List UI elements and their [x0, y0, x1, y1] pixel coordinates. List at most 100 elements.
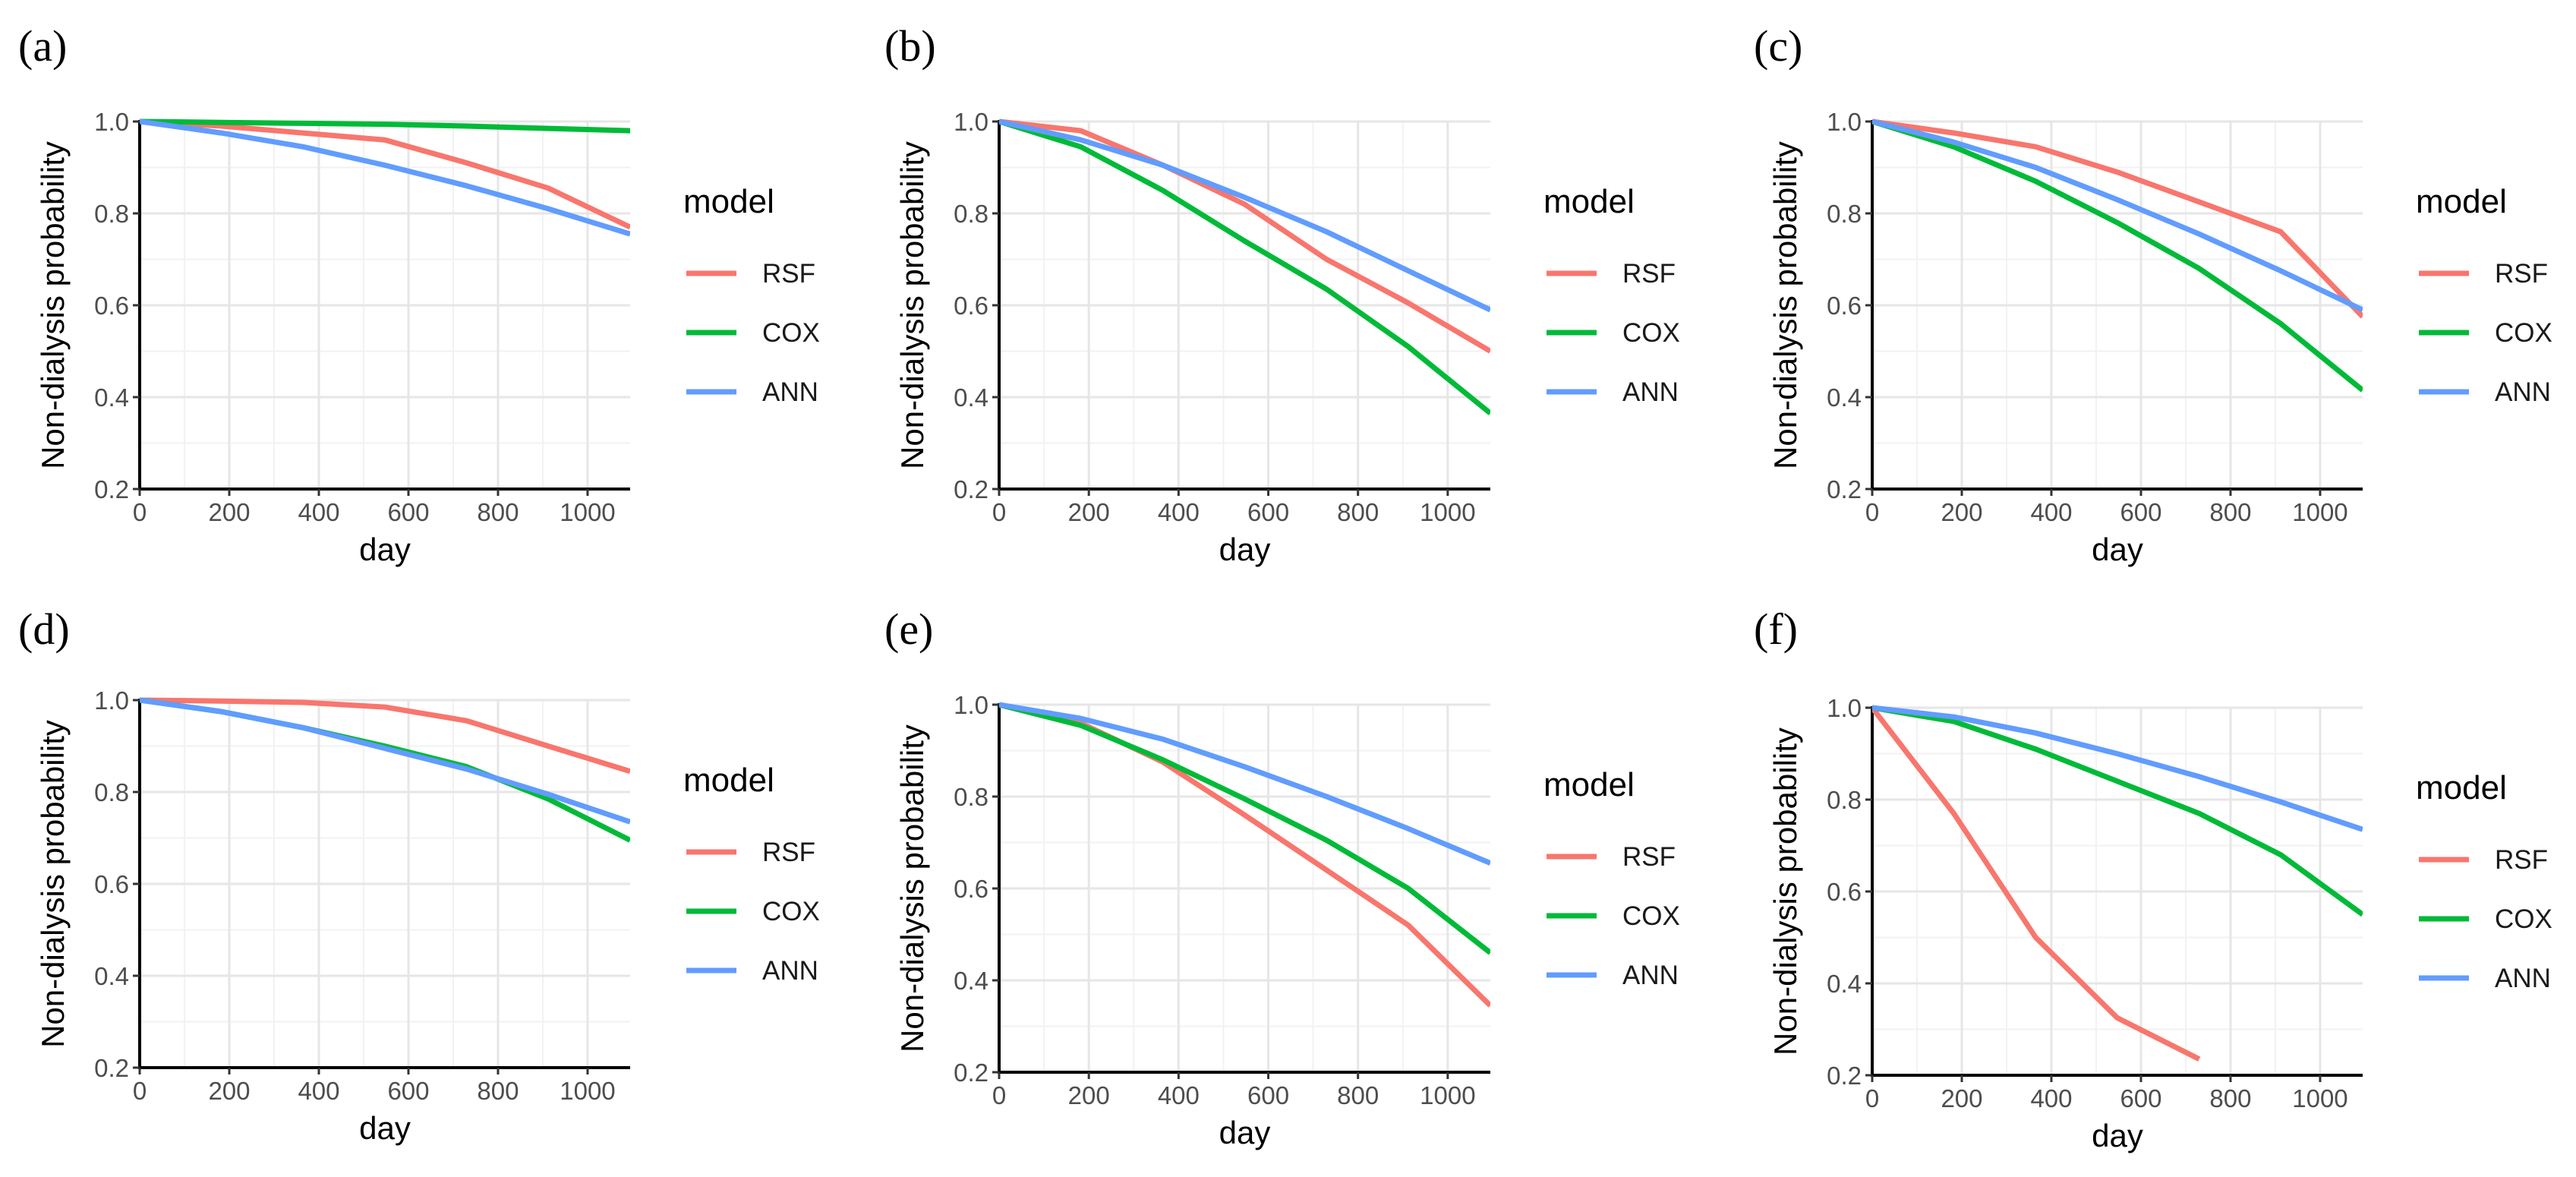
series-line-ann: [1872, 705, 2363, 832]
y-tick-label: 1.0: [94, 686, 129, 715]
y-axis-title: Non-dialysis probability: [894, 724, 930, 1052]
y-tick-label: 0.6: [1827, 292, 1862, 320]
legend-label-ann: ANN: [2495, 377, 2551, 407]
chart-panel-6: (f) 0 200 400 600 800 1000 0.2 0.4 0.6 0.8 1.0 day No…: [1754, 604, 2552, 1153]
y-axis-title: Non-dialysis probability: [894, 141, 930, 469]
y-tick-label: 0.4: [1827, 383, 1862, 412]
series-line-rsf: [1872, 118, 2363, 319]
series-line-rsf: [999, 118, 1490, 354]
legend-label-ann: ANN: [762, 956, 818, 986]
y-tick-label: 0.8: [954, 200, 988, 228]
x-tick-label: 600: [2120, 498, 2161, 526]
panel-label: (b): [884, 21, 936, 71]
x-tick-label: 800: [2209, 498, 2251, 526]
legend-title: model: [2416, 769, 2507, 806]
y-axis-title: Non-dialysis probability: [1767, 141, 1803, 469]
x-tick-label: 0: [133, 1077, 147, 1105]
series-line-ann: [999, 118, 1490, 313]
legend-label-cox: COX: [762, 318, 820, 348]
y-tick-label: 0.8: [94, 778, 129, 806]
series-line-cox: [999, 118, 1490, 415]
x-axis-title: day: [359, 532, 411, 567]
y-tick-label: 1.0: [1827, 108, 1862, 136]
legend-label-rsf: RSF: [762, 838, 815, 867]
y-tick-label: 0.2: [954, 475, 988, 503]
y-tick-label: 0.8: [954, 783, 988, 811]
series-line-cox: [140, 118, 630, 134]
series-layer: [140, 118, 630, 237]
legend-title: model: [1543, 766, 1635, 803]
x-axis-title: day: [359, 1110, 411, 1146]
x-axis-title: day: [2092, 532, 2143, 567]
x-tick-label: 400: [298, 1077, 339, 1105]
y-axis-title: Non-dialysis probability: [35, 141, 71, 469]
legend-title: model: [683, 762, 774, 799]
series-layer: [140, 697, 630, 843]
x-tick-label: 1000: [560, 498, 615, 526]
panel-label: (c): [1754, 21, 1802, 71]
x-tick-label: 1000: [1420, 1081, 1475, 1109]
x-tick-label: 800: [1337, 498, 1379, 526]
series-line-rsf: [1872, 705, 2201, 1062]
x-tick-label: 200: [208, 498, 250, 526]
x-axis-title: day: [1219, 532, 1271, 567]
y-tick-label: 0.4: [954, 967, 988, 995]
y-tick-label: 0.4: [954, 383, 988, 412]
y-tick-label: 0.6: [954, 875, 988, 903]
legend-label-ann: ANN: [762, 377, 818, 407]
y-tick-label: 0.2: [954, 1059, 988, 1087]
series-line-ann: [999, 702, 1490, 866]
legend-title: model: [2416, 183, 2507, 220]
x-tick-label: 600: [2120, 1084, 2161, 1112]
series-layer: [999, 702, 1490, 1008]
legend-label-rsf: RSF: [2495, 259, 2548, 289]
chart-panel-1: (a) 0 200 400 600 800 1000 0.2 0.4 0.6 0.8 1.0 day No…: [18, 21, 820, 567]
x-tick-label: 800: [1337, 1081, 1379, 1109]
y-tick-label: 0.4: [94, 383, 129, 412]
y-axis-title: Non-dialysis probability: [1767, 727, 1803, 1056]
y-tick-label: 0.6: [954, 292, 988, 320]
x-axis-title: day: [2092, 1118, 2143, 1153]
x-tick-label: 0: [1865, 498, 1879, 526]
legend-title: model: [1543, 183, 1635, 220]
legend-label-ann: ANN: [1622, 961, 1679, 990]
y-tick-label: 0.2: [94, 475, 129, 503]
series-line-cox: [1872, 705, 2363, 917]
series-line-rsf: [140, 118, 630, 230]
x-axis-title: day: [1219, 1115, 1271, 1150]
x-tick-label: 600: [387, 498, 429, 526]
x-tick-label: 1000: [2292, 498, 2347, 526]
legend-label-rsf: RSF: [762, 259, 815, 289]
series-layer: [999, 118, 1490, 415]
series-line-rsf: [140, 697, 630, 775]
x-tick-label: 400: [1158, 498, 1200, 526]
x-tick-label: 800: [477, 1077, 519, 1105]
y-tick-label: 0.2: [94, 1054, 129, 1082]
x-tick-label: 0: [992, 1081, 1006, 1109]
legend-label-cox: COX: [2495, 904, 2552, 934]
chart-panel-3: (c) 0 200 400 600 800 1000 0.2 0.4 0.6 0.8 1.0 day No…: [1754, 21, 2552, 567]
x-tick-label: 400: [2030, 498, 2072, 526]
series-line-cox: [140, 697, 630, 843]
x-tick-label: 1000: [2292, 1084, 2347, 1112]
x-tick-label: 200: [1941, 1084, 1982, 1112]
y-tick-label: 0.2: [1827, 475, 1862, 503]
x-tick-label: 400: [298, 498, 339, 526]
x-tick-label: 200: [208, 1077, 250, 1105]
series-line-ann: [140, 697, 630, 825]
x-tick-label: 200: [1068, 498, 1110, 526]
legend-label-cox: COX: [762, 897, 820, 926]
series-line-cox: [1872, 118, 2363, 393]
x-tick-label: 200: [1068, 1081, 1110, 1109]
series-line-ann: [140, 118, 630, 237]
y-tick-label: 1.0: [954, 691, 988, 719]
y-tick-label: 0.8: [94, 200, 129, 228]
panel-label: (f): [1754, 604, 1798, 654]
legend-label-rsf: RSF: [2495, 845, 2548, 875]
x-tick-label: 600: [1247, 1081, 1289, 1109]
panel-label: (d): [18, 604, 70, 654]
chart-panel-4: (d) 0 200 400 600 800 1000 0.2 0.4 0.6 0.8 1.0 day No…: [18, 604, 820, 1146]
legend-label-cox: COX: [1622, 901, 1680, 931]
series-line-ann: [1872, 118, 2363, 313]
